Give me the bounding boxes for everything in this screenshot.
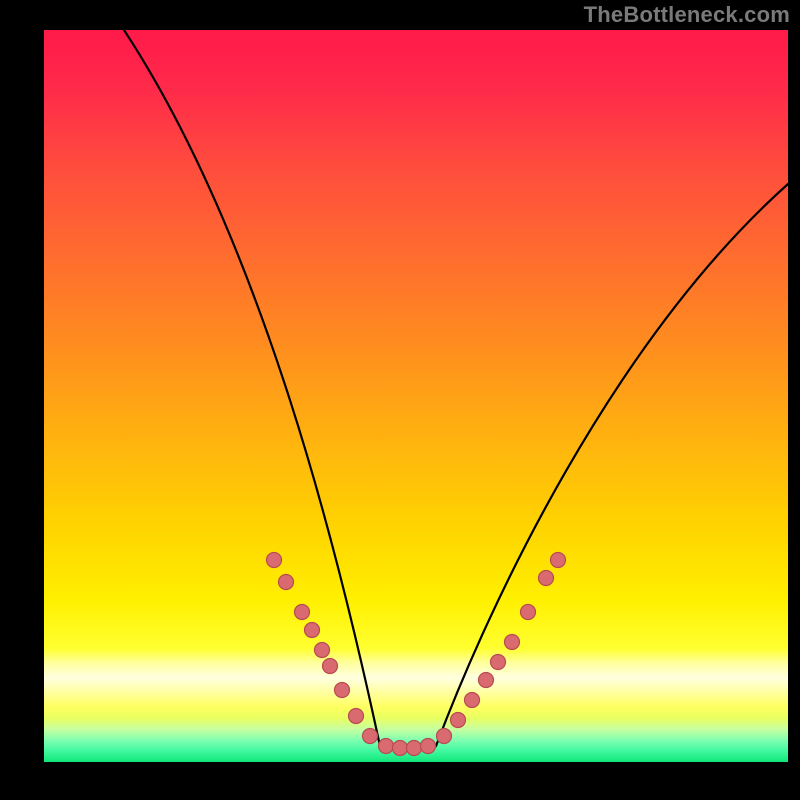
chart-svg	[44, 30, 788, 762]
data-point	[479, 673, 494, 688]
data-point	[363, 729, 378, 744]
data-point	[335, 683, 350, 698]
data-point	[437, 729, 452, 744]
data-point	[491, 655, 506, 670]
data-point	[295, 605, 310, 620]
data-point	[315, 643, 330, 658]
plot-area	[44, 30, 788, 762]
data-point	[305, 623, 320, 638]
data-point	[505, 635, 520, 650]
data-point	[551, 553, 566, 568]
data-point	[393, 741, 408, 756]
data-point	[323, 659, 338, 674]
data-point	[349, 709, 364, 724]
data-point	[279, 575, 294, 590]
data-point	[465, 693, 480, 708]
data-point	[521, 605, 536, 620]
data-point	[451, 713, 466, 728]
data-point	[267, 553, 282, 568]
data-point	[421, 739, 436, 754]
chart-root: TheBottleneck.com	[0, 0, 800, 800]
watermark-text: TheBottleneck.com	[584, 2, 790, 28]
data-point	[407, 741, 422, 756]
data-point	[539, 571, 554, 586]
data-point	[379, 739, 394, 754]
gradient-background	[44, 30, 788, 762]
